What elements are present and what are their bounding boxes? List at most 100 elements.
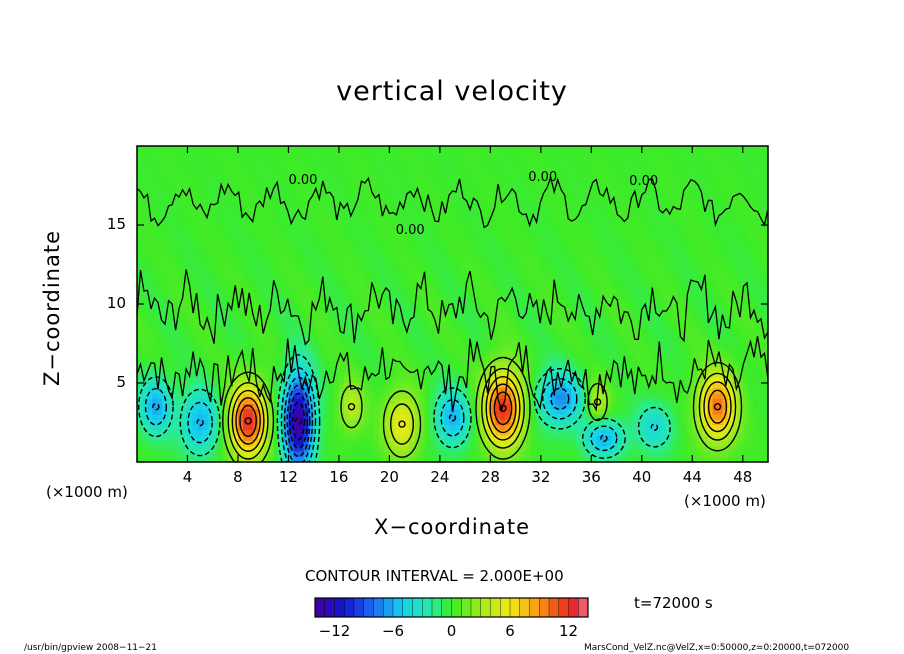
field-cell [439,304,446,310]
field-cell [545,377,552,384]
field-cell [192,440,199,447]
field-cell [338,172,345,179]
field-cell [162,230,168,237]
field-cell [535,372,542,379]
field-cell [182,446,189,453]
field-cell [243,304,249,310]
field-cell [177,267,184,273]
field-cell [439,325,446,331]
field-cell [389,425,396,431]
field-cell [288,398,295,405]
field-cell [369,398,375,405]
field-cell [333,414,340,421]
field-cell [409,282,416,289]
field-cell [162,314,168,321]
field-cell [475,214,481,221]
field-cell [162,240,168,247]
field-cell [495,335,502,342]
field-cell [147,182,153,189]
field-cell [338,261,345,268]
field-cell [253,298,259,305]
field-cell [162,172,168,179]
field-cell [495,388,502,395]
field-cell [419,188,426,194]
field-cell [500,267,507,273]
field-cell [308,372,315,379]
field-cell [495,425,502,431]
field-cell [303,372,310,379]
field-cell [227,230,234,237]
field-cell [328,230,335,237]
field-cell [369,167,375,173]
field-cell [414,225,421,231]
field-cell [414,330,421,337]
field-cell [293,188,300,194]
field-cell [333,272,340,279]
field-cell [510,330,517,337]
field-cell [328,456,335,462]
field-cell [495,314,502,321]
field-cell [237,240,244,247]
field-cell [273,240,279,247]
field-cell [394,404,401,410]
field-cell [470,182,476,189]
field-cell [480,383,486,389]
field-cell [222,398,229,405]
field-cell [485,404,491,410]
field-cell [162,361,168,368]
field-cell [374,451,380,458]
field-cell [424,456,431,462]
field-cell [263,272,269,279]
field-cell [222,225,229,231]
field-cell [293,377,300,384]
field-cell [424,377,431,384]
field-cell [404,146,411,152]
field-cell [197,225,204,231]
field-cell [460,377,466,384]
field-cell [359,282,365,289]
field-cell [167,372,173,379]
field-cell [394,230,401,237]
field-cell [147,272,153,279]
field-cell [490,346,497,352]
field-cell [207,356,214,363]
field-cell [222,267,229,273]
field-cell [374,282,380,289]
field-cell [419,156,426,163]
field-cell [374,167,380,173]
field-cell [349,225,355,231]
field-cell [550,435,557,442]
field-cell [308,325,315,331]
field-cell [495,277,502,284]
field-cell [515,209,522,216]
field-cell [505,198,512,205]
field-cell [485,446,491,453]
field-cell [434,182,441,189]
field-cell [490,182,497,189]
field-cell [470,235,476,242]
field-cell [394,319,401,326]
field-cell [263,446,269,453]
field-cell [177,193,184,200]
field-cell [152,319,158,326]
field-cell [263,282,269,289]
field-cell [520,261,527,268]
field-cell [293,372,300,379]
field-cell [328,293,335,300]
field-cell [525,272,532,279]
field-cell [222,430,229,437]
field-cell [177,198,184,205]
field-cell [263,267,269,273]
field-cell [227,193,234,200]
field-cell [545,230,552,237]
field-cell [475,414,481,421]
field-cell [419,256,426,263]
field-cell [293,361,300,368]
field-cell [283,156,290,163]
field-cell [455,377,461,384]
field-cell [369,193,375,200]
field-cell [424,425,431,431]
field-cell [465,188,471,194]
field-cell [142,451,148,458]
field-cell [227,404,234,410]
